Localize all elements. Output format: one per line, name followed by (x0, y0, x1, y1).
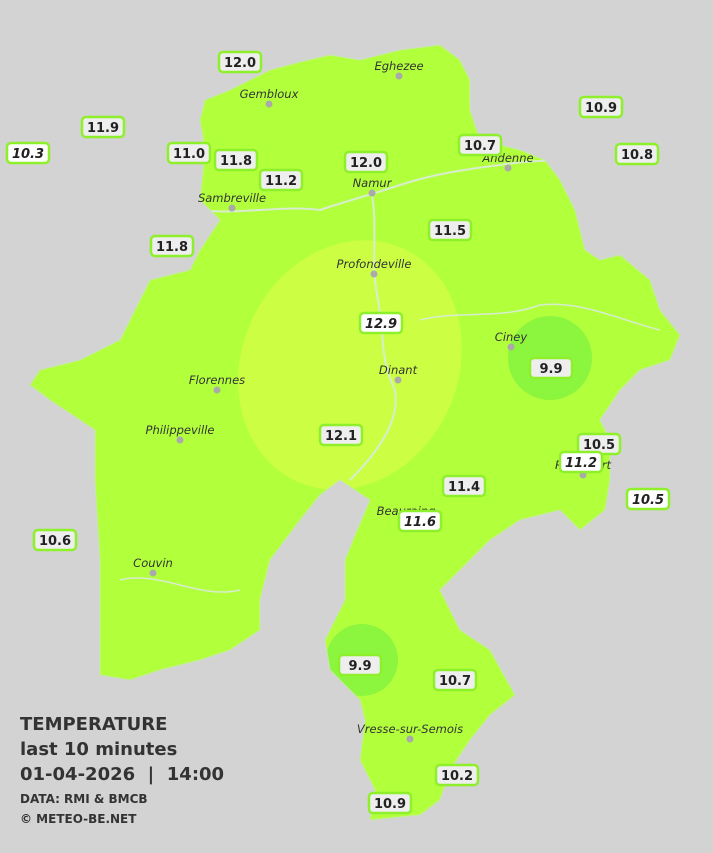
station-box (434, 763, 480, 787)
station-box (32, 528, 78, 552)
river (199, 159, 601, 213)
station-temp: 9.9 (348, 659, 371, 674)
river (419, 303, 661, 331)
town-name: Philippeville (146, 423, 215, 437)
station-box (343, 150, 389, 174)
station-box (397, 509, 443, 533)
town-dot (265, 100, 273, 108)
station-temp: 12.1 (325, 429, 357, 444)
town-dot (370, 270, 378, 278)
town-name: Florennes (189, 373, 245, 387)
town-dot (504, 164, 512, 172)
station-temp: 11.2 (565, 456, 597, 471)
station-temp: 9.9 (539, 362, 562, 377)
station-temp: 10.9 (585, 101, 617, 116)
station-box (213, 148, 259, 172)
warm-zone (238, 240, 462, 490)
town-dot (395, 72, 403, 80)
station-temp: 12.0 (224, 56, 256, 71)
station-temp: 10.2 (441, 769, 473, 784)
station-temp: 11.5 (434, 224, 466, 239)
station-temp: 10.7 (464, 139, 496, 154)
town-dot (406, 735, 414, 743)
legend: TEMPERATURE last 10 minutes 01-04-2026 |… (20, 714, 224, 826)
station-box (5, 141, 51, 165)
town-name: Ciney (495, 330, 528, 344)
station-box (432, 668, 478, 692)
town-name: Eghezee (374, 59, 423, 73)
station-box (337, 653, 383, 677)
station-box (625, 487, 671, 511)
station-box (217, 50, 263, 74)
station-temp: 12.9 (365, 317, 397, 332)
station-temp: 10.5 (583, 438, 615, 453)
station-box (367, 791, 413, 815)
station-box (318, 423, 364, 447)
station-box (149, 234, 195, 258)
station-temp: 11.6 (404, 515, 436, 530)
town-dot (228, 204, 236, 212)
station-temp: 12.0 (350, 156, 382, 171)
town-name: Dinant (379, 363, 418, 377)
station-temp: 11.0 (173, 147, 205, 162)
copyright: © METEO-BE.NET (20, 812, 137, 826)
station-temp: 11.2 (265, 174, 297, 189)
subtitle: last 10 minutes (20, 739, 177, 760)
station-box (578, 95, 624, 119)
town-dot (213, 386, 221, 394)
station-box (258, 168, 304, 192)
station-box (166, 141, 212, 165)
station-temp: 10.5 (632, 493, 664, 508)
station-box (427, 218, 473, 242)
station-box (80, 115, 126, 139)
station-box (457, 133, 503, 157)
town-dot (394, 376, 402, 384)
town-name: Profondeville (337, 257, 412, 271)
stations: 12.0 11.9 10.9 10.7 10.8 11.0 11.8 12.0 11.2 11.5… (5, 50, 671, 815)
station-temp: 11.8 (220, 154, 252, 169)
station-box (441, 474, 487, 498)
station-box (358, 311, 404, 335)
town-name: Sambreville (198, 191, 266, 205)
station-box (528, 356, 574, 380)
station-temp: 10.6 (39, 534, 71, 549)
station-box (614, 142, 660, 166)
town-dot (368, 189, 376, 197)
river (349, 194, 397, 481)
station-temp: 10.8 (621, 148, 653, 163)
station-temp: 11.9 (87, 121, 119, 136)
station-temp: 10.9 (374, 797, 406, 812)
source: DATA: RMI & BMCB (20, 792, 148, 806)
town-name: Gembloux (240, 87, 299, 101)
title: TEMPERATURE (20, 714, 167, 735)
datetime: 01-04-2026 | 14:00 (20, 764, 224, 785)
town-name: Namur (353, 176, 393, 190)
station-temp: 11.4 (448, 480, 480, 495)
station-temp: 10.7 (439, 674, 471, 689)
station-box (558, 450, 604, 474)
town-name: Vresse-sur-Semois (357, 722, 463, 736)
town-dot (149, 569, 157, 577)
town-dot (507, 343, 515, 351)
town-dot (176, 436, 184, 444)
river (119, 577, 241, 593)
town-name: Couvin (133, 556, 173, 570)
station-temp: 11.8 (156, 240, 188, 255)
station-temp: 10.3 (12, 147, 44, 162)
